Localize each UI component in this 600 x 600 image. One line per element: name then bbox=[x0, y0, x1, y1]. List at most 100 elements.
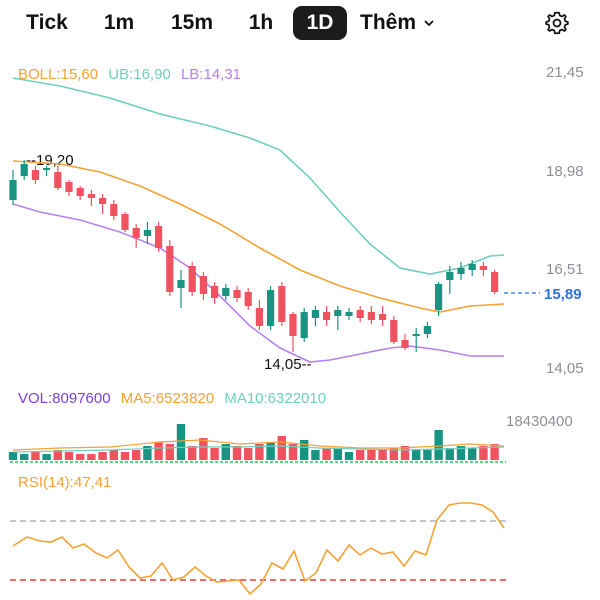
tab-more[interactable]: Thêm bbox=[360, 6, 460, 40]
price-axis-label: 21,45 bbox=[546, 64, 584, 81]
tab-1m[interactable]: 1m bbox=[103, 11, 135, 34]
candle bbox=[323, 306, 331, 326]
price-axis-label: 16,51 bbox=[546, 261, 584, 278]
tab-1d[interactable]: 1D bbox=[293, 6, 347, 40]
candle bbox=[446, 266, 454, 294]
candle bbox=[199, 272, 207, 300]
candle bbox=[43, 166, 51, 176]
volume-bar bbox=[456, 446, 466, 460]
volume-bar bbox=[221, 444, 230, 460]
volume-legend: VOL:8097600 MA5:6523820 MA10:6322010 bbox=[18, 390, 326, 407]
candle bbox=[76, 186, 84, 200]
gear-icon[interactable] bbox=[544, 10, 570, 36]
rsi-line bbox=[12, 502, 505, 596]
low-price-value: 14,05 bbox=[264, 356, 302, 373]
volume-bar bbox=[333, 448, 342, 460]
volume-bar bbox=[367, 450, 376, 460]
candle bbox=[65, 180, 73, 196]
lb-value: LB:14,31 bbox=[180, 66, 242, 83]
volume-bar bbox=[288, 444, 298, 460]
volume-bar bbox=[434, 430, 443, 460]
volume-bar bbox=[490, 444, 499, 460]
ma5-value: MA5:6523820 bbox=[120, 390, 215, 407]
candle bbox=[345, 308, 353, 320]
volume-bar bbox=[76, 454, 85, 460]
ma10-value: MA10:6322010 bbox=[224, 390, 327, 407]
volume-bar bbox=[42, 454, 51, 460]
volume-bar bbox=[143, 446, 152, 460]
candle bbox=[334, 306, 342, 330]
volume-bar bbox=[120, 452, 130, 460]
candle bbox=[233, 286, 241, 302]
candle bbox=[177, 270, 185, 308]
candle bbox=[491, 270, 499, 294]
volume-bar bbox=[445, 448, 454, 460]
volume-bar bbox=[98, 452, 107, 460]
volume-bar bbox=[87, 454, 96, 460]
rsi-legend: RSI(14):47,41 bbox=[18, 474, 112, 491]
candle bbox=[188, 262, 196, 296]
candle bbox=[278, 282, 286, 326]
volume-bar bbox=[20, 454, 29, 460]
volume-bar bbox=[53, 450, 62, 460]
ub-value: UB:16,90 bbox=[108, 66, 171, 83]
candle bbox=[211, 282, 219, 304]
tab-15m[interactable]: 15m bbox=[170, 11, 214, 34]
candle bbox=[435, 282, 443, 316]
candle bbox=[244, 288, 252, 310]
candle bbox=[121, 212, 129, 232]
boll-value: BOLL:15,60 bbox=[18, 66, 99, 83]
boll-legend: BOLL:15,60 UB:16,90 LB:14,31 bbox=[18, 66, 241, 83]
boll-lower-band bbox=[12, 203, 504, 363]
current-price-label: 15,89 bbox=[544, 286, 582, 303]
volume-bars bbox=[8, 424, 499, 460]
candle bbox=[267, 286, 275, 330]
volume-bar bbox=[188, 446, 197, 460]
volume-bar bbox=[400, 446, 410, 460]
candle bbox=[300, 308, 308, 342]
low-price-marker: 14,05-- bbox=[264, 356, 312, 373]
volume-bar bbox=[277, 436, 286, 460]
price-axis-label: 14,05 bbox=[546, 360, 584, 377]
candle bbox=[379, 306, 387, 326]
volume-bar bbox=[210, 448, 219, 460]
volume-bar bbox=[479, 446, 488, 460]
volume-bar bbox=[412, 450, 421, 460]
volume-bar bbox=[468, 448, 477, 460]
volume-bar bbox=[154, 442, 163, 460]
volume-bar bbox=[31, 452, 40, 460]
timeframe-tabs: Tick 1m 15m 1h 1D Thêm bbox=[0, 0, 600, 46]
candle bbox=[255, 300, 263, 330]
candle bbox=[390, 316, 398, 344]
volume-bar bbox=[378, 450, 387, 460]
candle bbox=[222, 284, 230, 300]
volume-bar bbox=[311, 450, 320, 460]
volume-bar bbox=[176, 424, 186, 460]
tab-tick[interactable]: Tick bbox=[26, 11, 68, 34]
candle bbox=[457, 262, 465, 280]
volume-bar bbox=[255, 444, 264, 460]
volume-bar bbox=[232, 446, 242, 460]
volume-bar bbox=[300, 440, 309, 460]
volume-bar bbox=[244, 448, 253, 460]
vol-value: VOL:8097600 bbox=[18, 390, 111, 407]
volume-bar bbox=[64, 452, 74, 460]
boll-upper-band bbox=[12, 77, 505, 275]
candle bbox=[423, 322, 431, 338]
candle bbox=[155, 222, 163, 252]
volume-bar bbox=[266, 442, 275, 460]
candle bbox=[31, 166, 39, 184]
boll-middle-band bbox=[12, 160, 505, 313]
price-axis-label: 18,98 bbox=[546, 163, 584, 180]
chevron-down-icon bbox=[424, 20, 434, 27]
tab-1h[interactable]: 1h bbox=[248, 11, 274, 34]
volume-bar bbox=[344, 452, 354, 460]
candle bbox=[87, 190, 95, 206]
candle bbox=[20, 160, 28, 180]
candle bbox=[166, 240, 174, 296]
volume-bar bbox=[8, 452, 18, 460]
volume-bar bbox=[322, 448, 331, 460]
volume-bar bbox=[389, 448, 398, 460]
volume-bar bbox=[199, 438, 208, 460]
